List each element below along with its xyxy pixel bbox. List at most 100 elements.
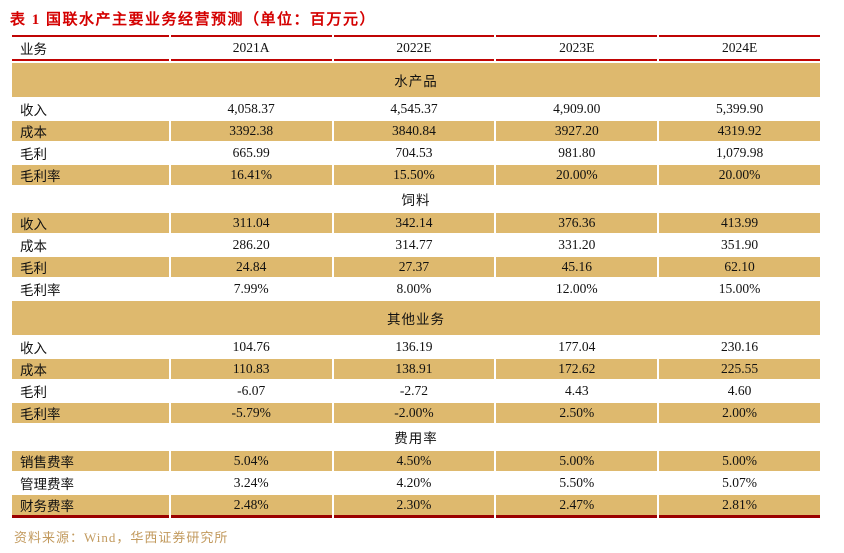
forecast-table: 业务 2021A 2022E 2023E 2024E 水产品 收入 4,058.… [10, 33, 822, 520]
row-label: 毛利 [12, 257, 169, 277]
cell-value: 413.99 [659, 213, 820, 233]
table-row: 毛利率 7.99% 8.00% 12.00% 15.00% [12, 279, 820, 299]
cell-value: 2.50% [496, 403, 658, 423]
cell-value: 104.76 [170, 337, 332, 357]
cell-value: -2.00% [333, 403, 495, 423]
cell-value: 2.30% [333, 495, 495, 518]
column-header-2021a: 2021A [170, 35, 332, 61]
cell-value: 5.00% [659, 451, 820, 471]
cell-value: 5.07% [659, 473, 820, 493]
cell-value: 2.81% [659, 495, 820, 518]
table-row: 收入 4,058.37 4,545.37 4,909.00 5,399.90 [12, 99, 820, 119]
table-row: 毛利 -6.07 -2.72 4.43 4.60 [12, 381, 820, 401]
table-row: 收入 104.76 136.19 177.04 230.16 [12, 337, 820, 357]
section-band-label: 费用率 [12, 425, 820, 449]
cell-value: 4,545.37 [333, 99, 495, 119]
cell-value: 136.19 [333, 337, 495, 357]
cell-value: 342.14 [333, 213, 495, 233]
cell-value: 110.83 [170, 359, 332, 379]
cell-value: 665.99 [170, 143, 332, 163]
row-label: 成本 [12, 121, 169, 141]
cell-value: 286.20 [170, 235, 332, 255]
cell-value: 12.00% [496, 279, 658, 299]
table-row: 毛利 665.99 704.53 981.80 1,079.98 [12, 143, 820, 163]
cell-value: 172.62 [496, 359, 658, 379]
table-row: 收入 311.04 342.14 376.36 413.99 [12, 213, 820, 233]
row-label: 收入 [12, 99, 169, 119]
row-label: 毛利率 [12, 165, 169, 185]
row-label: 销售费率 [12, 451, 169, 471]
cell-value: 20.00% [496, 165, 658, 185]
cell-value: 24.84 [170, 257, 332, 277]
cell-value: 225.55 [659, 359, 820, 379]
cell-value: 177.04 [496, 337, 658, 357]
column-header-business: 业务 [12, 35, 169, 61]
table-row: 销售费率 5.04% 4.50% 5.00% 5.00% [12, 451, 820, 471]
cell-value: 7.99% [170, 279, 332, 299]
table-header-row: 业务 2021A 2022E 2023E 2024E [12, 35, 820, 61]
cell-value: 4,058.37 [170, 99, 332, 119]
row-label: 管理费率 [12, 473, 169, 493]
section-band-feed: 饲料 [12, 187, 820, 211]
cell-value: 4,909.00 [496, 99, 658, 119]
cell-value: -2.72 [333, 381, 495, 401]
cell-value: 704.53 [333, 143, 495, 163]
row-label: 毛利率 [12, 279, 169, 299]
cell-value: 4.60 [659, 381, 820, 401]
cell-value: 230.16 [659, 337, 820, 357]
table-row: 成本 110.83 138.91 172.62 225.55 [12, 359, 820, 379]
column-header-2023e: 2023E [496, 35, 658, 61]
row-label: 财务费率 [12, 495, 169, 518]
cell-value: 45.16 [496, 257, 658, 277]
cell-value: 4.20% [333, 473, 495, 493]
cell-value: 311.04 [170, 213, 332, 233]
row-label: 毛利 [12, 143, 169, 163]
table-row: 毛利 24.84 27.37 45.16 62.10 [12, 257, 820, 277]
column-header-2024e: 2024E [659, 35, 820, 61]
cell-value: 15.00% [659, 279, 820, 299]
source-note: 资料来源：Wind，华西证券研究所 [14, 530, 229, 545]
cell-value: 3927.20 [496, 121, 658, 141]
section-band-other: 其他业务 [12, 301, 820, 335]
row-label: 收入 [12, 337, 169, 357]
cell-value: 314.77 [333, 235, 495, 255]
cell-value: 4.43 [496, 381, 658, 401]
cell-value: -5.79% [170, 403, 332, 423]
cell-value: 4319.92 [659, 121, 820, 141]
table-row: 毛利率 -5.79% -2.00% 2.50% 2.00% [12, 403, 820, 423]
cell-value: 8.00% [333, 279, 495, 299]
row-label: 毛利率 [12, 403, 169, 423]
section-band-label: 饲料 [12, 187, 820, 211]
cell-value: 2.47% [496, 495, 658, 518]
cell-value: 2.48% [170, 495, 332, 518]
table-row: 管理费率 3.24% 4.20% 5.50% 5.07% [12, 473, 820, 493]
section-band-label: 其他业务 [12, 301, 820, 335]
table-title: 表 1 国联水产主要业务经营预测（单位：百万元） [10, 12, 377, 28]
table-row: 成本 286.20 314.77 331.20 351.90 [12, 235, 820, 255]
table-row: 毛利率 16.41% 15.50% 20.00% 20.00% [12, 165, 820, 185]
section-band-label: 水产品 [12, 63, 820, 97]
cell-value: 16.41% [170, 165, 332, 185]
cell-value: 1,079.98 [659, 143, 820, 163]
cell-value: 15.50% [333, 165, 495, 185]
column-header-2022e: 2022E [333, 35, 495, 61]
cell-value: 3840.84 [333, 121, 495, 141]
row-label: 成本 [12, 359, 169, 379]
cell-value: 20.00% [659, 165, 820, 185]
cell-value: 4.50% [333, 451, 495, 471]
cell-value: 62.10 [659, 257, 820, 277]
cell-value: 3.24% [170, 473, 332, 493]
cell-value: 5,399.90 [659, 99, 820, 119]
row-label: 成本 [12, 235, 169, 255]
table-row: 财务费率 2.48% 2.30% 2.47% 2.81% [12, 495, 820, 518]
cell-value: 27.37 [333, 257, 495, 277]
cell-value: 331.20 [496, 235, 658, 255]
cell-value: 376.36 [496, 213, 658, 233]
section-band-expense: 费用率 [12, 425, 820, 449]
cell-value: 351.90 [659, 235, 820, 255]
cell-value: 5.04% [170, 451, 332, 471]
row-label: 毛利 [12, 381, 169, 401]
row-label: 收入 [12, 213, 169, 233]
section-band-aquatic: 水产品 [12, 63, 820, 97]
